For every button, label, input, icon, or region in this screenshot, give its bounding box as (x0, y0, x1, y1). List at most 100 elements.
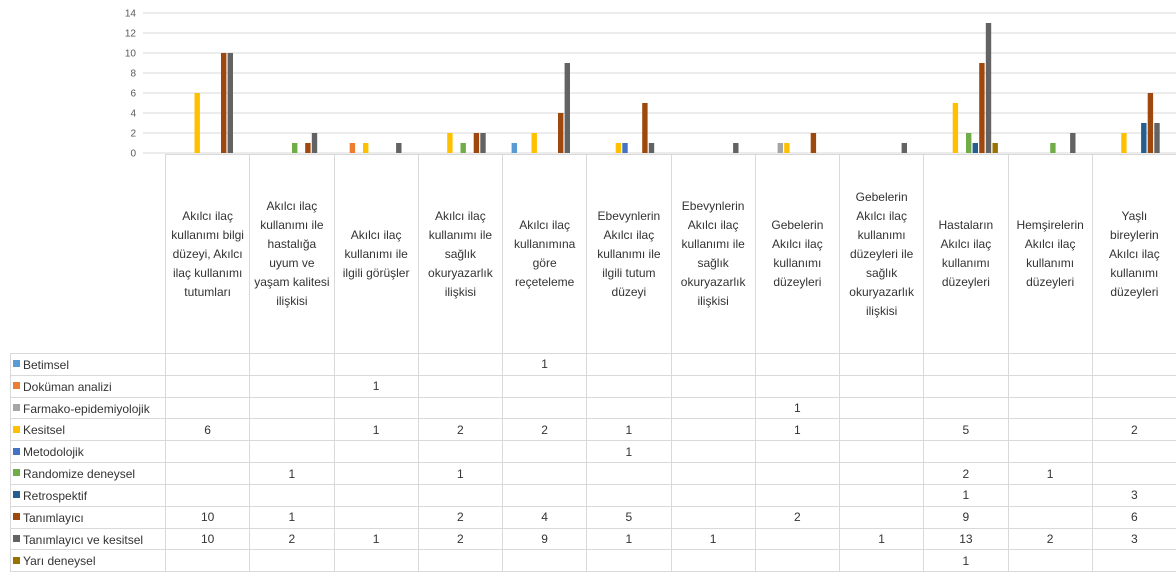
category-header: Akılcı ilaç kullanımı ile hastalığa uyum… (250, 155, 334, 354)
table-cell: 1 (250, 463, 334, 485)
bar (1148, 93, 1153, 153)
table-cell (671, 550, 755, 572)
table-cell (755, 375, 839, 397)
table-cell (166, 354, 250, 376)
table-cell (755, 528, 839, 550)
bar (953, 103, 958, 153)
table-cell (418, 354, 502, 376)
legend-swatch (13, 491, 20, 498)
table-cell (755, 441, 839, 463)
table-cell: 2 (418, 419, 502, 441)
bar (784, 143, 789, 153)
table-cell (334, 506, 418, 528)
y-tick-label: 4 (130, 109, 136, 120)
bar (565, 63, 570, 153)
table-cell (924, 354, 1008, 376)
table-cell: 1 (503, 354, 587, 376)
bar (350, 143, 355, 153)
category-header: Akılcı ilaç kullanımına göre reçeteleme (503, 155, 587, 354)
category-header: Ebevynlerin Akılcı ilaç kullanımı ile il… (587, 155, 671, 354)
table-cell (755, 463, 839, 485)
table-cell: 13 (924, 528, 1008, 550)
legend-swatch (13, 404, 20, 411)
table-cell (418, 484, 502, 506)
table-cell (587, 463, 671, 485)
table-cell (840, 419, 924, 441)
legend-entry: Retrospektif (11, 484, 166, 506)
legend-entry: Kesitsel (11, 419, 166, 441)
bar (305, 143, 310, 153)
bar (993, 143, 998, 153)
bar (642, 103, 647, 153)
bar (979, 63, 984, 153)
table-cell: 2 (1092, 419, 1176, 441)
table-cell: 4 (503, 506, 587, 528)
table-cell (587, 484, 671, 506)
table-cell: 1 (334, 375, 418, 397)
table-cell (587, 354, 671, 376)
table-cell (671, 397, 755, 419)
table-cell (166, 397, 250, 419)
bar (558, 113, 563, 153)
data-table: Akılcı ilaç kullanımı bilgi düzeyi, Akıl… (10, 154, 1176, 572)
table-cell (1092, 463, 1176, 485)
table-cell (671, 484, 755, 506)
table-cell (587, 375, 671, 397)
table-cell: 1 (924, 484, 1008, 506)
bar (902, 143, 907, 153)
table-cell (334, 441, 418, 463)
table-corner (11, 155, 166, 354)
table-cell (250, 375, 334, 397)
category-label: Akılcı ilaç kullanımı ile ilgili görüşle… (335, 226, 418, 283)
legend-swatch (13, 360, 20, 367)
category-header: Akılcı ilaç kullanımı bilgi düzeyi, Akıl… (166, 155, 250, 354)
table-cell (671, 354, 755, 376)
bar (778, 143, 783, 153)
bar (532, 133, 537, 153)
table-cell (1092, 354, 1176, 376)
series-name: Randomize deneysel (23, 467, 135, 481)
table-cell (840, 484, 924, 506)
table-cell (671, 375, 755, 397)
table-cell (755, 354, 839, 376)
table-cell: 5 (924, 419, 1008, 441)
table-cell (166, 484, 250, 506)
table-cell (587, 550, 671, 572)
table-cell (671, 506, 755, 528)
y-tick-label: 2 (130, 129, 136, 140)
table-cell (1008, 375, 1092, 397)
table-cell: 2 (924, 463, 1008, 485)
legend-entry: Randomize deneysel (11, 463, 166, 485)
table-cell (166, 463, 250, 485)
table-cell (503, 397, 587, 419)
bar (1121, 133, 1126, 153)
category-header: Ebevynlerin Akılcı ilaç kullanımı ile sa… (671, 155, 755, 354)
table-cell (503, 463, 587, 485)
table-cell (1008, 397, 1092, 419)
legend-swatch (13, 557, 20, 564)
series-name: Farmako-epidemiyolojik (23, 401, 150, 415)
table-cell (334, 484, 418, 506)
table-cell (250, 484, 334, 506)
table-cell (418, 397, 502, 419)
table-cell (840, 550, 924, 572)
table-cell (924, 397, 1008, 419)
table-cell (1008, 506, 1092, 528)
table-cell (418, 375, 502, 397)
table-cell (671, 441, 755, 463)
table-cell (418, 441, 502, 463)
category-label: Yaşlı bireylerin Akılcı ilaç kullanımı d… (1093, 207, 1176, 302)
table-cell: 1 (334, 528, 418, 550)
bar (292, 143, 297, 153)
table-cell: 1 (671, 528, 755, 550)
table-cell: 1 (924, 550, 1008, 572)
table-cell (334, 397, 418, 419)
series-name: Metodolojik (23, 445, 84, 459)
